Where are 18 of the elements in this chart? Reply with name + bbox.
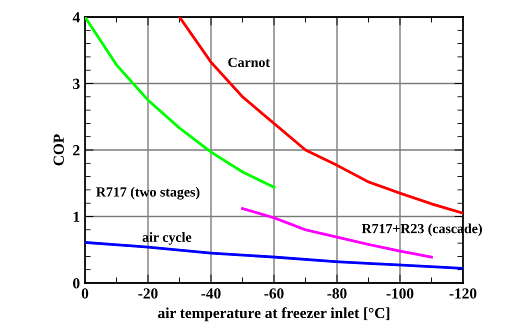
x-tick-label: 0 — [82, 288, 88, 299]
series-label: Carnot — [228, 58, 270, 68]
x-tick-label: -60 — [264, 288, 284, 299]
text: R717 (two stages) — [96, 186, 200, 200]
x-tick-label: -80 — [327, 288, 347, 299]
x-tick-label: -40 — [201, 288, 221, 299]
y-axis-title: COP — [54, 134, 64, 166]
y-tick-label: 4 — [72, 12, 80, 22]
x-tick-label: -100 — [386, 288, 414, 299]
x-tick-label: -20 — [138, 288, 158, 299]
y-tick-label: 3 — [73, 78, 80, 89]
y-tick-label: 1 — [74, 212, 80, 222]
x-axis-title: air temperature at freezer inlet [°C] — [158, 307, 390, 322]
y-tick-label: 2 — [73, 145, 80, 156]
series-label: air cycle — [142, 232, 192, 245]
line-series — [85, 17, 276, 189]
y-tick-label: 0 — [73, 278, 80, 288]
x-tick-label: -120 — [450, 288, 476, 299]
